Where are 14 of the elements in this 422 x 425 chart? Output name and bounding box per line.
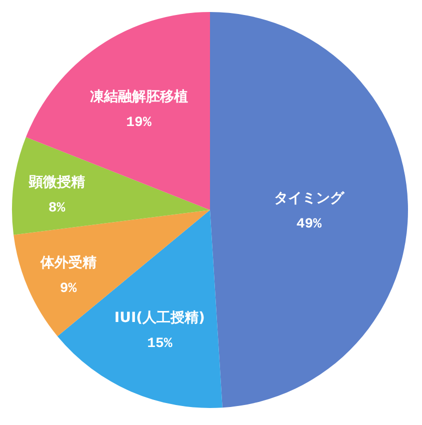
data-label: 15% [147, 336, 173, 352]
slice-label: 凍結融解胚移植 [90, 89, 188, 106]
pie-slice [14, 210, 210, 336]
data-label: 19% [126, 114, 152, 131]
slice-label: タイミング [274, 190, 345, 207]
pie-slice [12, 137, 210, 235]
data-label: 49% [296, 216, 322, 233]
data-label: 8% [48, 200, 66, 216]
slice-label: 体外受精 [39, 255, 96, 272]
pie-slice [26, 12, 210, 210]
data-label: 9% [60, 281, 78, 298]
slice-label: 顕微授精 [28, 174, 85, 190]
pie-slice [210, 12, 408, 408]
slice-label: IUI(人工授精) [114, 310, 205, 326]
